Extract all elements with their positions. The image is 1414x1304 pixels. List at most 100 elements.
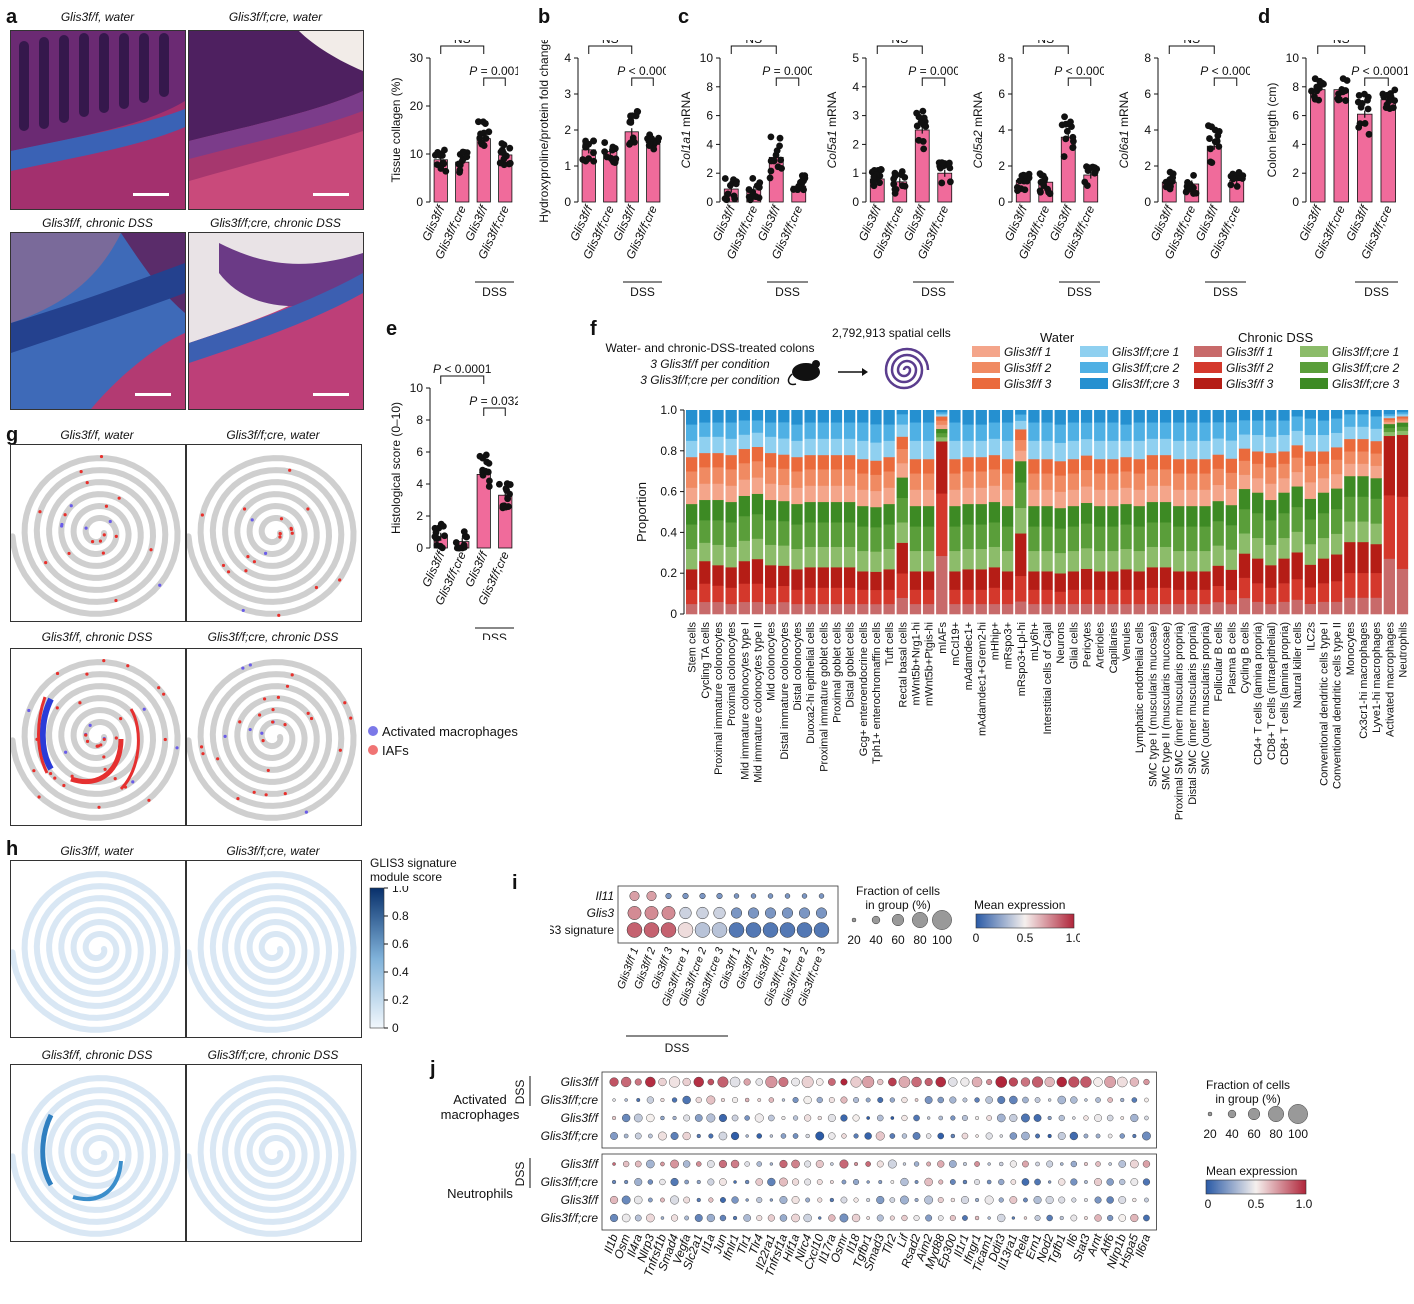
stacked-segment [1238, 448, 1251, 461]
data-point [1227, 181, 1235, 189]
stacked-segment [896, 410, 908, 415]
colorbar-title-line: GLIS3 signature [370, 856, 457, 870]
stacked-segment [936, 416, 948, 421]
schematic-text: Water- and chronic-DSS-treated colons 3 … [590, 340, 830, 388]
data-point [1014, 187, 1021, 195]
legend-title-line: Fraction of cells [856, 884, 941, 898]
stacked-segment [1001, 458, 1014, 474]
group-label: DSS [921, 285, 946, 299]
stacked-segment [1159, 438, 1172, 456]
stacked-segment [1133, 526, 1145, 552]
stacked-segment [738, 516, 750, 541]
group-label: DSS [630, 285, 655, 299]
significance-bracket [440, 45, 485, 54]
stacked-segment [1001, 550, 1014, 572]
expression-dot [671, 1214, 679, 1222]
stacked-segment [870, 527, 882, 552]
bar [1333, 89, 1349, 203]
group-label: DSS [482, 631, 507, 640]
stacked-segment [712, 520, 724, 545]
stacked-segment [1344, 496, 1356, 522]
iaf-cell [262, 697, 267, 701]
stacked-segment [1396, 418, 1409, 421]
category-label: Neurons [1055, 622, 1067, 664]
expression-dot [1093, 1077, 1103, 1087]
stacked-segment [791, 424, 803, 441]
stacked-segment [1396, 416, 1409, 419]
stacked-segment [1212, 484, 1224, 502]
stacked-segment [830, 438, 843, 456]
y-tick-label: 6 [706, 109, 713, 123]
stacked-segment [1094, 440, 1106, 460]
expression-dot [974, 1179, 980, 1185]
data-point [756, 179, 764, 187]
fraction-legend-j: 20 40 60 80 100 [1203, 1104, 1308, 1141]
stacked-segment [883, 440, 895, 458]
stacked-segment [1159, 567, 1172, 588]
data-point [938, 179, 946, 187]
expression-dot [890, 1180, 895, 1184]
data-point [504, 495, 512, 503]
stacked-segment [725, 422, 737, 439]
iaf-cell [201, 752, 205, 756]
data-point [1166, 168, 1174, 176]
stacked-segment [1225, 440, 1238, 459]
data-point [1215, 143, 1223, 150]
module-map [10, 860, 186, 1038]
histology-caption: Glis3f/f;cre, chronic DSS [210, 216, 341, 230]
stacked-segment [1370, 523, 1382, 545]
panel-label-e: e [386, 318, 398, 340]
mean-legend-label: 0 [973, 931, 980, 945]
mean-legend-label: 0 [1205, 1197, 1212, 1211]
stacked-segment [1344, 410, 1356, 415]
expression-dot [762, 922, 779, 938]
expression-dot [1083, 1133, 1089, 1139]
expression-dot [949, 1179, 956, 1185]
expression-dot [623, 1160, 630, 1168]
stacked-segment [1344, 414, 1356, 427]
stacked-segment [975, 410, 987, 425]
cell-type-label: Activated macrophages [441, 1092, 520, 1122]
p-symbol: P [1351, 64, 1359, 78]
stacked-segment [725, 603, 737, 615]
expression-dot [985, 1096, 993, 1104]
expression-dot [901, 1114, 908, 1122]
stacked-segment [922, 473, 935, 490]
stacked-segment [1001, 422, 1014, 441]
expression-dot [623, 1133, 629, 1139]
gene-label: Glis3 [587, 906, 615, 920]
y-tick-label: 4 [852, 80, 859, 94]
category-label: Arterioles [1095, 622, 1107, 669]
iaf-cell [343, 701, 347, 705]
legend-swatch [1080, 346, 1108, 357]
colorbar-title-line: module score [370, 870, 443, 884]
dss-label: DSS [513, 1162, 527, 1187]
stacked-segment [922, 550, 935, 572]
legend-swatch [972, 346, 1000, 357]
histology-image [188, 232, 364, 410]
expression-dot [1080, 1076, 1092, 1088]
expression-dot [801, 893, 808, 899]
expression-dot [818, 1216, 822, 1220]
category-label: Natural killer cells [1292, 622, 1304, 709]
stacked-segment [1396, 422, 1409, 427]
stacked-segment [830, 587, 843, 605]
stacked-segment [949, 473, 961, 490]
y-tick-label: 0 [564, 195, 571, 209]
stacked-segment [804, 410, 816, 423]
data-point [776, 134, 784, 142]
stacked-segment [843, 522, 856, 547]
fraction-legend-dot [1247, 1107, 1261, 1121]
stacked-segment [1370, 572, 1382, 598]
iaf-cell [126, 664, 130, 668]
stacked-segment [817, 522, 829, 547]
y-tick-label: 5 [852, 51, 859, 65]
data-point [1355, 91, 1363, 99]
expression-dot [804, 1160, 812, 1168]
expression-dot [1044, 1076, 1055, 1088]
iaf-cell [200, 513, 204, 517]
stacked-segment [988, 410, 1001, 423]
expression-dot [694, 1214, 703, 1222]
stacked-segment [1146, 567, 1159, 588]
